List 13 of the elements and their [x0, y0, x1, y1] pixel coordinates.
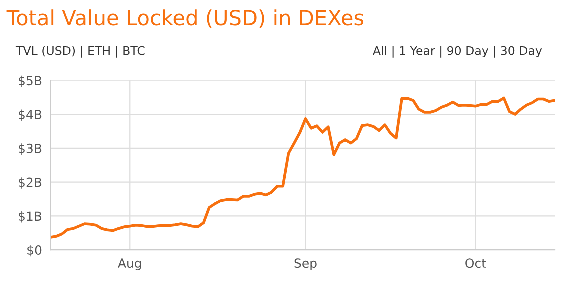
y-tick-label: $2B: [19, 178, 42, 189]
x-tick-label: Aug: [118, 258, 142, 271]
y-tick-label: $0: [28, 245, 42, 257]
text: TVL (USD) | ETH | BTC: [16, 46, 145, 58]
y-tick-label: $3B: [19, 144, 42, 156]
chart-title: Total Value Locked (USD) in DEXes: [6, 10, 364, 28]
text: All | 1 Year | 90 Day | 30 Day: [373, 46, 542, 58]
y-tick-label: $5B: [19, 76, 42, 88]
x-tick-label: Oct: [466, 258, 486, 268]
y-tick-label: $4B: [19, 110, 42, 122]
line-series: [50, 96, 556, 239]
x-tick-label: Sep: [294, 258, 317, 271]
y-tick-label: $1B: [19, 211, 42, 223]
